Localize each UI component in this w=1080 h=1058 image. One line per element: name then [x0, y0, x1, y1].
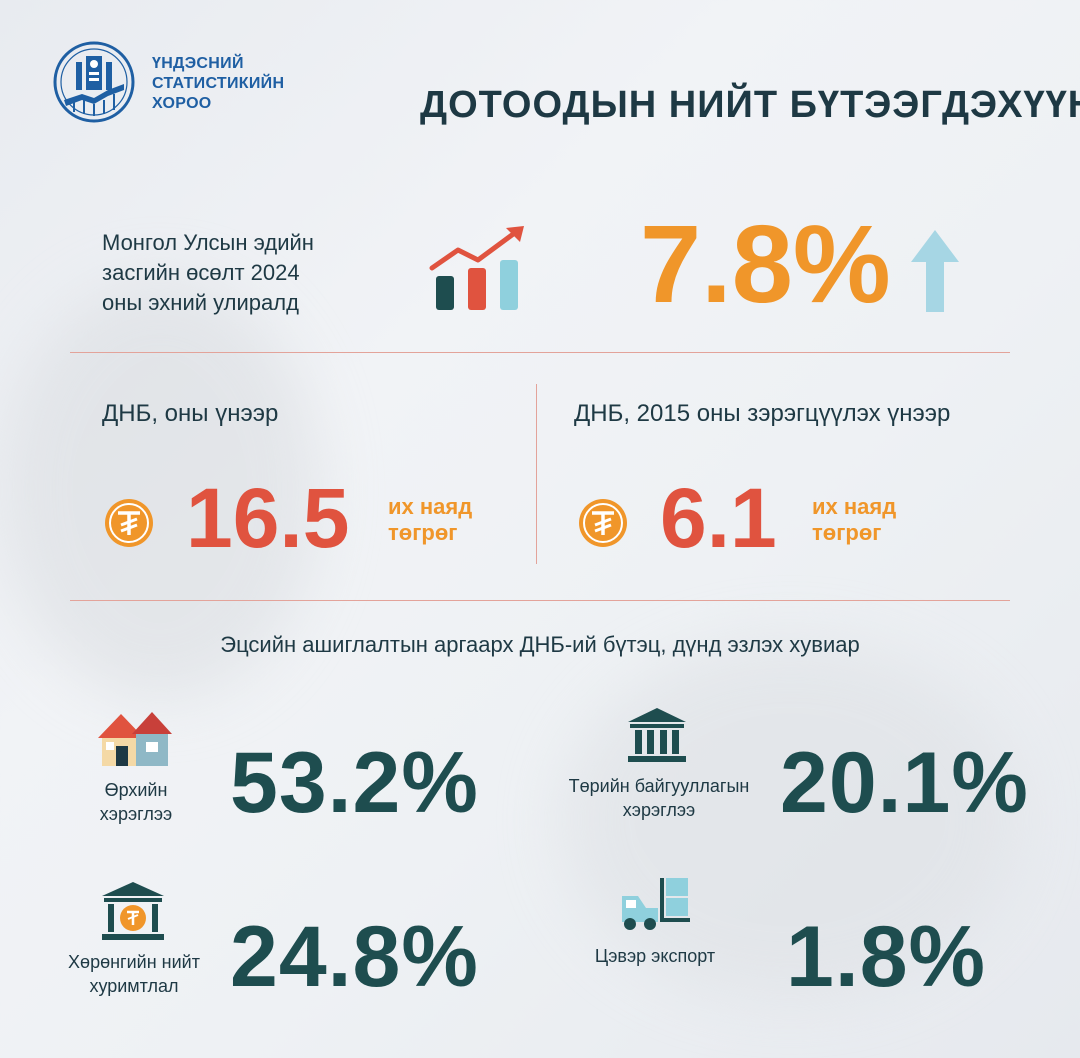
- growth-description-line: оны эхний улиралд: [102, 290, 299, 315]
- divider: [536, 384, 537, 564]
- gdp-unit-line: төгрөг: [812, 520, 882, 545]
- background-blur: [0, 280, 320, 700]
- up-arrow-icon: [911, 230, 959, 312]
- growth-value: 7.8%: [640, 203, 891, 326]
- household-value: 53.2%: [230, 735, 479, 831]
- gdp-constant-unit: их наяд төгрөг: [812, 494, 896, 546]
- structure-title: Эцсийн ашиглалтын аргаарх ДНБ-ий бүтэц, …: [220, 632, 860, 657]
- growth-description-line: Монгол Улсын эдийн: [102, 230, 314, 255]
- gdp-constant-label: ДНБ, 2015 оны зэрэгцүүлэх үнээр: [574, 400, 951, 427]
- gdp-current-value: 16.5: [186, 471, 350, 565]
- capital-value: 24.8%: [230, 909, 479, 1005]
- gdp-current-label: ДНБ, оны үнээр: [102, 400, 279, 427]
- gdp-unit-line: төгрөг: [388, 520, 458, 545]
- household-label-line: хэрэглээ: [99, 804, 173, 824]
- government-value: 20.1%: [780, 735, 1029, 831]
- capital-label-line: хуримтлал: [89, 976, 179, 996]
- gdp-constant-value: 6.1: [660, 471, 777, 565]
- government-label-line: Төрийн байгууллагын: [568, 776, 750, 796]
- bank-tugrik-icon: [102, 882, 164, 940]
- government-label: Төрийн байгууллагын хэрэглээ: [554, 774, 764, 822]
- nso-logo-icon: [53, 41, 135, 123]
- organization-name-line: ХОРОО: [152, 95, 212, 112]
- growth-description: Монгол Улсын эдийн засгийн өсөлт 2024 он…: [102, 228, 314, 318]
- government-building-icon: [628, 708, 686, 762]
- organization-name-line: ҮНДЭСНИЙ: [152, 55, 244, 72]
- export-value: 1.8%: [786, 909, 987, 1005]
- background-blur: [560, 640, 1020, 1000]
- gdp-unit-line: их наяд: [812, 494, 897, 519]
- growth-chart-icon: [429, 226, 524, 310]
- forklift-icon: [622, 878, 690, 930]
- household-label: Өрхийн хэрэглээ: [86, 778, 186, 826]
- tugrik-coin-icon: [105, 499, 153, 547]
- divider: [70, 352, 1010, 353]
- organization-name: ҮНДЭСНИЙ СТАТИСТИКИЙН ХОРОО: [152, 54, 284, 114]
- growth-description-line: засгийн өсөлт 2024: [102, 260, 300, 285]
- capital-label: Хөрөнгийн нийт хуримтлал: [54, 950, 214, 998]
- gdp-unit-line: их наяд: [388, 494, 473, 519]
- government-label-line: хэрэглээ: [622, 800, 696, 820]
- tugrik-coin-icon: [579, 499, 627, 547]
- export-label-line: Цэвэр экспорт: [594, 946, 716, 966]
- gdp-current-unit: их наяд төгрөг: [388, 494, 472, 546]
- divider: [70, 600, 1010, 601]
- export-label: Цэвэр экспорт: [580, 944, 730, 968]
- organization-name-line: СТАТИСТИКИЙН: [152, 75, 285, 92]
- house-icon: [98, 712, 172, 766]
- capital-label-line: Хөрөнгийн нийт: [68, 952, 200, 972]
- household-label-line: Өрхийн: [104, 780, 168, 800]
- page-title: ДОТООДЫН НИЙТ БҮТЭЭГДЭХҮҮН: [420, 84, 1080, 126]
